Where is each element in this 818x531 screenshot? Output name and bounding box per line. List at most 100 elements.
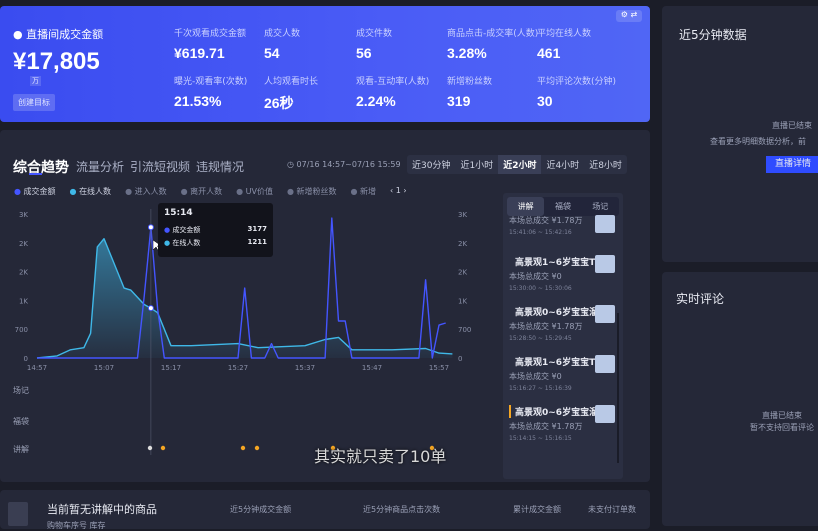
col-label: 近5分钟商品点击次数 xyxy=(363,505,441,514)
tooltip-time: 15:14 xyxy=(164,208,193,218)
chevron-left-icon[interactable]: ‹ xyxy=(390,186,396,195)
y-tick-label-left: 700 xyxy=(15,326,28,334)
explain-event-marker[interactable] xyxy=(254,445,260,451)
tooltip-label: ● 成交金额 xyxy=(164,226,201,234)
item-sales: 本场总成交 ¥1.78万 xyxy=(509,422,583,431)
legend-dot-icon: ● xyxy=(286,187,297,196)
explain-event-marker[interactable] xyxy=(240,445,246,451)
current-product-panel: 当前暂无讲解中的商品 购物车序号 库存 近5分钟成交金额 近5分钟商品点击次数 … xyxy=(0,490,650,530)
explain-item[interactable]: 本场总成交 ¥1.78万 15:41:06 ~ 15:42:16 xyxy=(509,215,617,249)
product-thumbnail xyxy=(595,215,615,233)
item-time: 15:16:27 ~ 15:16:39 xyxy=(509,385,572,392)
legend-item[interactable]: ● 在线人数 xyxy=(70,186,112,197)
explain-tab[interactable]: 场记 xyxy=(592,202,609,211)
metric-value: 319 xyxy=(447,93,471,109)
video-subtitle: 其实就只卖了10单 xyxy=(314,447,447,466)
legend-dot-icon: ● xyxy=(350,187,361,196)
legend-item[interactable]: ● UV价值 xyxy=(236,186,273,197)
range-option[interactable]: 近30分钟 xyxy=(412,161,451,171)
metric: 平均在线人数 461 xyxy=(537,26,591,61)
legend-dot-icon: ● xyxy=(69,187,80,196)
series-line xyxy=(37,217,446,359)
settings-icon[interactable]: ⚙ ⇄ xyxy=(616,10,642,22)
scrollbar[interactable] xyxy=(617,313,619,463)
x-tick-label: 14:57 xyxy=(27,364,47,372)
explain-event-marker[interactable] xyxy=(160,445,166,451)
metric: 人均观看时长 26秒 xyxy=(264,74,318,113)
y-tick-label-left: 0 xyxy=(24,355,28,363)
event-row-label: 福袋 xyxy=(13,417,29,426)
item-time: 15:41:06 ~ 15:42:16 xyxy=(509,229,572,236)
product-thumbnail xyxy=(595,355,615,373)
legend-item[interactable]: ● 离开人数 xyxy=(181,186,223,197)
metric-value: 26秒 xyxy=(264,95,294,111)
legend-item[interactable]: ● 进入人数 xyxy=(125,186,167,197)
metric-value: 461 xyxy=(537,45,561,61)
x-tick-label: 15:47 xyxy=(362,364,382,372)
summary-title-text: 直播间成交金额 xyxy=(26,28,104,41)
chart-tooltip: 15:14 ● 成交金额 3177 ● 在线人数 1211 xyxy=(158,203,273,257)
range-option[interactable]: 近2小时 xyxy=(498,155,542,174)
x-tick-label: 15:27 xyxy=(228,364,248,372)
metric-label: 成交人数 xyxy=(264,29,301,39)
tab-3[interactable]: 违规情况 xyxy=(196,160,245,174)
legend-page: 1 xyxy=(395,186,401,195)
item-sales: 本场总成交 ¥0 xyxy=(509,272,562,281)
chevron-right-icon[interactable]: › xyxy=(400,186,407,195)
explain-item[interactable]: 高景观0~6岁宝宝溜... 本场总成交 ¥1.78万 15:14:15 ~ 15:1… xyxy=(509,399,617,449)
item-title: 高景观0~6岁宝宝溜... xyxy=(515,308,609,318)
location-icon: ● xyxy=(13,28,23,41)
tooltip-label-text: 成交金额 xyxy=(172,226,201,234)
total-sales: ¥17,805 xyxy=(13,48,100,75)
explain-item[interactable]: 高景观1~6岁宝宝T1... 本场总成交 ¥0 15:30:00 ~ 15:30:0… xyxy=(509,249,617,299)
legend-item[interactable]: ● 新增 xyxy=(351,186,377,197)
explain-item[interactable]: 高景观1~6岁宝宝T1... 本场总成交 ¥0 15:16:27 ~ 15:16:3… xyxy=(509,349,617,399)
metric-label: 人均观看时长 xyxy=(264,77,319,87)
product-thumbnail xyxy=(595,405,615,423)
tab-2[interactable]: 引流短视频 xyxy=(130,160,191,174)
live-details-button[interactable]: 直播详情 xyxy=(766,156,818,173)
hover-point xyxy=(147,305,154,312)
metric-label: 平均在线人数 xyxy=(537,29,592,39)
product-sub: 购物车序号 库存 xyxy=(47,521,106,530)
tab-1[interactable]: 流量分析 xyxy=(76,160,125,174)
col-label: 累计成交金额 xyxy=(513,505,561,514)
explain-tab[interactable]: 讲解 xyxy=(507,197,545,216)
summary-title: ● 直播间成交金额 xyxy=(13,26,103,42)
legend-item[interactable]: ● 新增粉丝数 xyxy=(287,186,337,197)
y-tick-label-left: 2K xyxy=(19,269,28,277)
col-label: 近5分钟成交金额 xyxy=(230,505,292,514)
trend-chart[interactable]: 0 0 700 700 1K 1K 2K 2K 2K 2K 3K 3K 14:57 15:07 15:17 1… xyxy=(0,130,480,482)
legend-label: 成交金额 xyxy=(23,187,56,196)
item-sales: 本场总成交 ¥1.78万 xyxy=(509,322,583,331)
range-option[interactable]: 近8小时 xyxy=(589,161,622,171)
explain-tab[interactable]: 福袋 xyxy=(554,202,571,211)
metric-label: 平均评论次数(分钟) xyxy=(537,77,617,87)
legend-label: 新增粉丝数 xyxy=(296,187,337,196)
ended-message: 直播已结束 xyxy=(772,121,812,130)
item-time: 15:14:15 ~ 15:16:15 xyxy=(509,435,572,442)
create-goal-button[interactable]: 创建目标 xyxy=(13,94,55,111)
legend-pager[interactable]: ‹ 1 › xyxy=(390,186,407,197)
trend-panel: 综合趋势 流量分析 引流短视频 违规情况 ◷ 07/16 14:57~07/16 15… xyxy=(0,130,650,482)
tooltip-label: ● 在线人数 xyxy=(164,239,201,247)
range-option[interactable]: 近4小时 xyxy=(546,161,580,171)
tab-0[interactable]: 综合趋势 xyxy=(13,160,69,176)
event-row-label: 讲解 xyxy=(13,445,29,454)
y-tick-label-right: 0 xyxy=(458,355,462,363)
explain-event-marker[interactable] xyxy=(147,445,153,451)
explain-event-marker[interactable] xyxy=(330,445,336,451)
panel-title: 实时评论 xyxy=(676,292,725,306)
item-title: 高景观1~6岁宝宝T1... xyxy=(515,258,612,268)
metric: 成交件数 56 xyxy=(356,26,392,61)
legend-label: UV价值 xyxy=(245,187,273,196)
item-time: 15:28:50 ~ 15:29:45 xyxy=(509,335,572,342)
explain-event-marker[interactable] xyxy=(429,445,435,451)
legend-label: 新增 xyxy=(360,187,377,196)
metric-label: 新增粉丝数 xyxy=(447,77,493,87)
metric: 曝光-观看率(次数) 21.53% xyxy=(174,74,247,109)
item-sales: 本场总成交 ¥1.78万 xyxy=(509,216,583,225)
range-option[interactable]: 近1小时 xyxy=(460,161,494,171)
legend-item[interactable]: ● 成交金额 xyxy=(14,186,56,197)
explain-item[interactable]: 高景观0~6岁宝宝溜... 本场总成交 ¥1.78万 15:28:50 ~ 15:2… xyxy=(509,299,617,349)
